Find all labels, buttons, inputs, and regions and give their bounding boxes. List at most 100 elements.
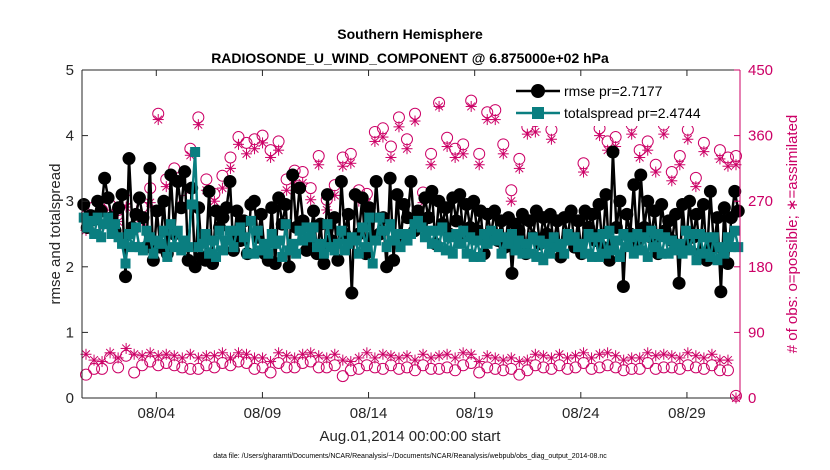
rmse-point bbox=[421, 211, 435, 225]
rmse-point bbox=[143, 161, 157, 175]
x-axis-label: Aug.01,2014 00:00:00 start bbox=[320, 428, 502, 445]
totalspread-point bbox=[663, 248, 674, 259]
totalspread-point bbox=[249, 248, 260, 259]
rmse-point bbox=[254, 207, 268, 221]
obs-assimilated-high-point bbox=[345, 157, 357, 169]
rmse-point bbox=[115, 188, 129, 202]
obs-assimilated-low-point bbox=[610, 350, 622, 362]
rmse-point bbox=[279, 197, 293, 211]
rmse-point bbox=[717, 201, 731, 215]
obs-assimilated-high-point bbox=[513, 162, 525, 174]
obs-assimilated-high-point bbox=[626, 128, 638, 140]
obs-assimilated-low-point bbox=[273, 347, 285, 359]
rmse-point bbox=[696, 197, 710, 211]
totalspread-point bbox=[545, 248, 556, 259]
totalspread-point bbox=[500, 232, 510, 243]
x-tick-label: 08/24 bbox=[562, 405, 600, 422]
obs-assimilated-low-point bbox=[465, 348, 477, 360]
totalspread-point bbox=[113, 232, 124, 243]
totalspread-point bbox=[423, 225, 434, 236]
obs-assimilated-low-point bbox=[489, 352, 501, 364]
obs-assimilated-low-point bbox=[80, 348, 92, 360]
totalspread-point bbox=[179, 235, 190, 246]
obs-possible-low-point bbox=[80, 368, 93, 381]
rmse-point bbox=[641, 194, 655, 208]
rmse-point bbox=[564, 204, 578, 218]
rmse-point bbox=[247, 194, 261, 208]
rmse-point bbox=[703, 184, 717, 198]
rmse-point bbox=[505, 266, 519, 280]
totalspread-point bbox=[538, 255, 549, 266]
totalspread-point bbox=[294, 225, 305, 236]
obs-assimilated-low-point bbox=[265, 356, 277, 368]
totalspread-point bbox=[677, 248, 688, 259]
totalspread-point bbox=[360, 242, 371, 253]
obs-assimilated-low-point bbox=[634, 352, 646, 364]
obs-assimilated-low-point bbox=[337, 354, 349, 366]
totalspread-point bbox=[496, 248, 507, 259]
totalspread-point bbox=[224, 225, 235, 236]
totalspread-point bbox=[712, 255, 723, 266]
y-right-tick-label: 180 bbox=[748, 259, 773, 276]
legend-rmse-marker bbox=[531, 84, 545, 98]
obs-assimilated-low-point bbox=[570, 350, 581, 362]
rmse-point bbox=[710, 211, 724, 225]
obs-assimilated-high-point bbox=[433, 100, 445, 112]
rmse-point bbox=[613, 194, 627, 208]
x-tick-label: 08/19 bbox=[456, 405, 494, 422]
rmse-point bbox=[132, 191, 146, 205]
rmse-point bbox=[119, 270, 133, 284]
totalspread-point bbox=[357, 222, 368, 233]
totalspread-point bbox=[670, 245, 681, 256]
totalspread-point bbox=[433, 242, 444, 253]
obs-assimilated-high-point bbox=[305, 194, 317, 206]
totalspread-point bbox=[527, 232, 538, 243]
totalspread-point bbox=[89, 229, 100, 239]
totalspread-point bbox=[559, 248, 570, 259]
totalspread-point bbox=[186, 199, 197, 210]
totalspread-point bbox=[106, 229, 117, 239]
rmse-point bbox=[397, 197, 411, 211]
totalspread-point bbox=[451, 229, 462, 239]
totalspread-point bbox=[204, 248, 215, 259]
totalspread-point bbox=[256, 245, 267, 256]
totalspread-point bbox=[440, 245, 451, 256]
totalspread-point bbox=[207, 235, 218, 246]
obs-assimilated-low-point bbox=[513, 356, 525, 368]
totalspread-point bbox=[273, 235, 284, 246]
obs-assimilated-low-point bbox=[706, 348, 718, 360]
totalspread-point bbox=[353, 248, 364, 259]
obs-assimilated-low-point bbox=[192, 352, 204, 364]
x-tick-label: 08/14 bbox=[350, 405, 388, 422]
rmse-point bbox=[157, 194, 171, 208]
obs-assimilated-high-point bbox=[521, 128, 533, 140]
totalspread-point bbox=[694, 229, 705, 239]
y-right-tick-label: 0 bbox=[748, 390, 756, 407]
obs-assimilated-low-point bbox=[602, 347, 614, 359]
totalspread-point bbox=[555, 238, 566, 249]
totalspread-point bbox=[587, 251, 598, 262]
rmse-point bbox=[606, 145, 620, 159]
y-right-tick-label: 360 bbox=[748, 128, 773, 145]
totalspread-point bbox=[259, 238, 270, 249]
rmse-point bbox=[689, 207, 703, 221]
rmse-point bbox=[300, 243, 314, 257]
totalspread-point bbox=[531, 251, 542, 262]
rmse-point bbox=[683, 194, 697, 208]
y-right-tick-label: 450 bbox=[748, 62, 773, 79]
y-right-tick-label: 90 bbox=[748, 324, 765, 341]
totalspread-point bbox=[705, 251, 716, 262]
obs-possible-low-point bbox=[593, 361, 606, 374]
rmse-point bbox=[383, 171, 397, 185]
totalspread-point bbox=[594, 251, 604, 262]
obs-assimilated-high-point bbox=[224, 162, 236, 174]
obs-assimilated-low-point bbox=[136, 350, 148, 362]
rmse-point bbox=[171, 175, 185, 189]
totalspread-point bbox=[218, 245, 228, 256]
totalspread-point bbox=[364, 212, 375, 223]
totalspread-point bbox=[124, 229, 134, 239]
obs-possible-low-point bbox=[657, 361, 670, 374]
y-tick-label: 0 bbox=[66, 390, 74, 407]
totalspread-point bbox=[318, 248, 329, 259]
